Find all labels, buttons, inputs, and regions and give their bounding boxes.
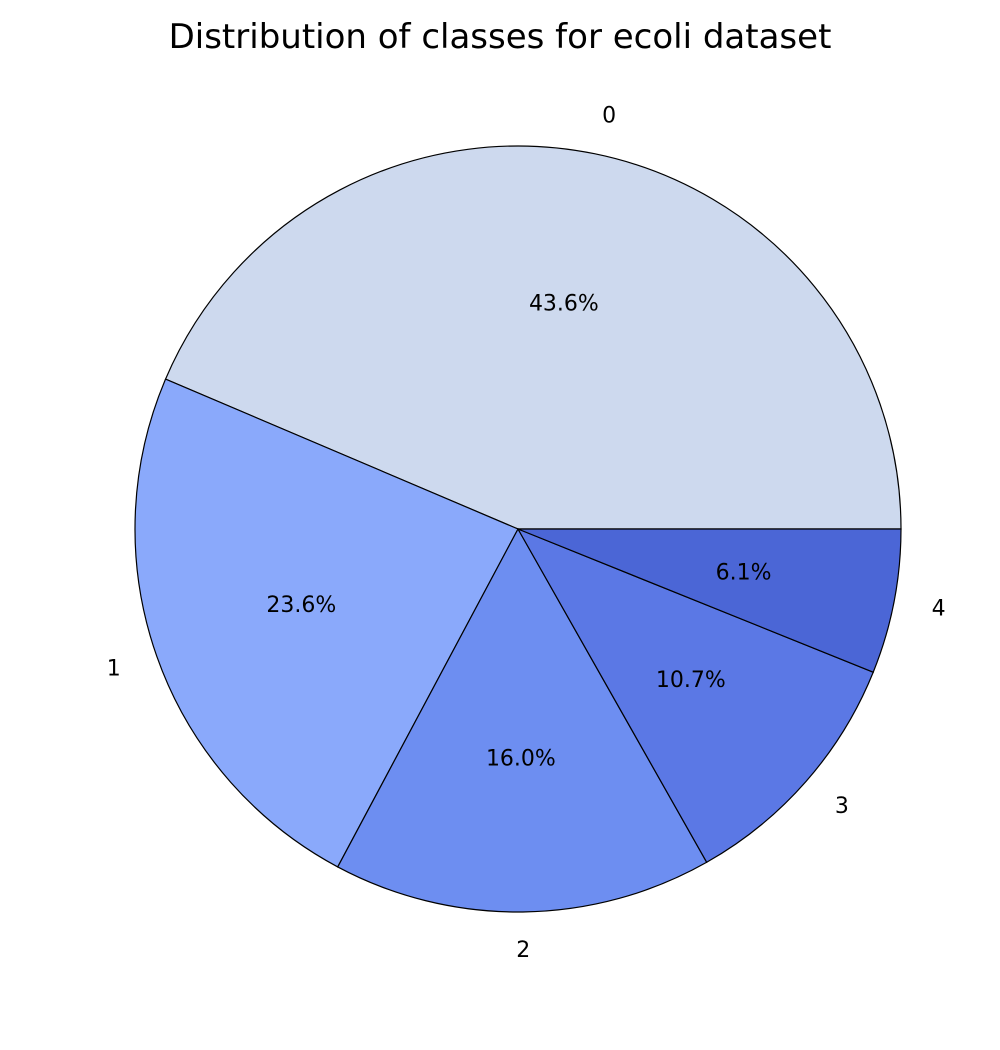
slice-percent-0: 43.6% xyxy=(529,291,599,316)
pie-slice-1 xyxy=(134,378,519,868)
pie-slice-0 xyxy=(164,145,902,530)
slice-label-2: 2 xyxy=(516,938,530,963)
pie-slice-4 xyxy=(517,528,902,674)
pie-slice-2 xyxy=(336,527,708,913)
chart-title: Distribution of classes for ecoli datase… xyxy=(169,17,832,57)
pie-labels: 0 43.6% 1 23.6% 2 16.0% 3 10.7% 4 6.1% xyxy=(107,104,946,963)
slice-percent-1: 23.6% xyxy=(266,593,336,618)
slice-percent-3: 10.7% xyxy=(656,668,726,693)
slice-percent-4: 6.1% xyxy=(716,560,772,585)
slice-label-1: 1 xyxy=(107,657,121,682)
slice-label-3: 3 xyxy=(835,794,849,819)
slice-label-0: 0 xyxy=(602,104,616,129)
pie-slices xyxy=(134,145,902,913)
pie-slice-3 xyxy=(516,527,874,864)
slice-percent-2: 16.0% xyxy=(486,746,556,771)
slice-label-4: 4 xyxy=(932,597,946,622)
